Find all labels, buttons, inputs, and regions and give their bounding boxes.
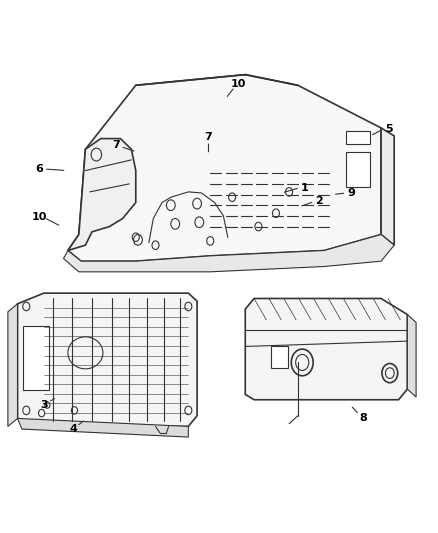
Text: 2: 2 xyxy=(315,197,323,206)
Text: 3: 3 xyxy=(40,400,48,410)
Text: 9: 9 xyxy=(347,188,355,198)
Text: 7: 7 xyxy=(205,132,212,142)
Bar xyxy=(23,326,49,390)
Polygon shape xyxy=(18,418,188,437)
Bar xyxy=(346,131,370,144)
Text: 7: 7 xyxy=(112,140,120,150)
Text: 4: 4 xyxy=(70,424,78,434)
Polygon shape xyxy=(8,304,18,426)
Bar xyxy=(346,152,370,187)
Polygon shape xyxy=(381,128,394,245)
Text: 1: 1 xyxy=(300,183,308,192)
Polygon shape xyxy=(64,235,394,272)
Text: 10: 10 xyxy=(32,213,47,222)
Text: 5: 5 xyxy=(385,124,393,134)
Polygon shape xyxy=(18,293,197,426)
Polygon shape xyxy=(68,75,381,261)
Polygon shape xyxy=(245,298,407,400)
Text: 10: 10 xyxy=(231,79,247,88)
Bar xyxy=(271,346,288,368)
Text: 8: 8 xyxy=(360,414,367,423)
Polygon shape xyxy=(68,139,136,251)
Text: 6: 6 xyxy=(35,164,43,174)
Polygon shape xyxy=(407,314,416,397)
